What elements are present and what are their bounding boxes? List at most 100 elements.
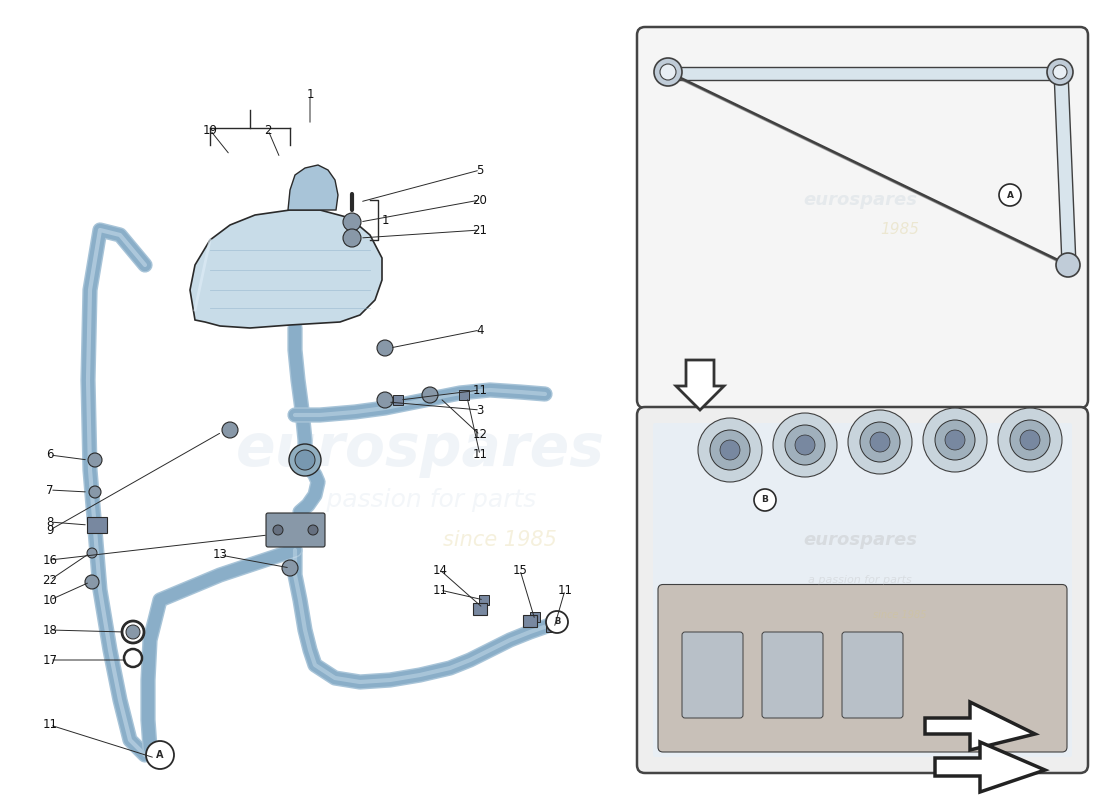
Circle shape: [654, 58, 682, 86]
Text: 12: 12: [473, 429, 487, 442]
Circle shape: [785, 425, 825, 465]
Circle shape: [660, 64, 676, 80]
Circle shape: [998, 408, 1062, 472]
Bar: [473, 603, 487, 615]
Circle shape: [710, 430, 750, 470]
Text: 9: 9: [46, 523, 54, 537]
Text: 1: 1: [306, 89, 313, 102]
Circle shape: [870, 432, 890, 452]
Circle shape: [126, 625, 140, 639]
Polygon shape: [935, 742, 1045, 792]
FancyBboxPatch shape: [266, 513, 324, 547]
Circle shape: [377, 340, 393, 356]
Bar: [393, 395, 403, 405]
Circle shape: [1056, 253, 1080, 277]
Bar: [459, 390, 469, 400]
Text: 18: 18: [43, 623, 57, 637]
Text: B: B: [553, 618, 560, 626]
Circle shape: [87, 548, 97, 558]
Circle shape: [308, 525, 318, 535]
Circle shape: [546, 611, 568, 633]
Text: 13: 13: [212, 549, 228, 562]
Bar: [152, 753, 162, 763]
Circle shape: [89, 486, 101, 498]
Bar: [522, 615, 537, 627]
Text: 11: 11: [473, 449, 487, 462]
Circle shape: [85, 575, 99, 589]
Bar: [478, 595, 490, 605]
Bar: [645, 35, 1080, 400]
Text: 2: 2: [264, 123, 272, 137]
Text: 22: 22: [43, 574, 57, 586]
Text: 4: 4: [476, 323, 484, 337]
Circle shape: [377, 392, 393, 408]
Text: 19: 19: [202, 123, 218, 137]
Bar: [87, 517, 107, 533]
Text: 6: 6: [46, 449, 54, 462]
Text: 20: 20: [473, 194, 487, 206]
Text: eurospares: eurospares: [803, 191, 917, 209]
Circle shape: [273, 525, 283, 535]
Circle shape: [1047, 59, 1072, 85]
Circle shape: [422, 387, 438, 403]
Text: since 1985: since 1985: [443, 530, 557, 550]
Polygon shape: [925, 702, 1035, 750]
Bar: [530, 612, 540, 622]
Text: 21: 21: [473, 223, 487, 237]
Circle shape: [935, 420, 975, 460]
Text: 11: 11: [558, 583, 572, 597]
Bar: [546, 622, 556, 632]
FancyBboxPatch shape: [653, 423, 1072, 757]
FancyBboxPatch shape: [637, 407, 1088, 773]
FancyBboxPatch shape: [762, 632, 823, 718]
Circle shape: [343, 229, 361, 247]
Polygon shape: [1054, 72, 1076, 265]
Text: 11: 11: [473, 383, 487, 397]
Circle shape: [289, 444, 321, 476]
Text: 14: 14: [432, 563, 448, 577]
Text: a passion for parts: a passion for parts: [304, 488, 537, 512]
Circle shape: [88, 453, 102, 467]
Polygon shape: [190, 210, 382, 328]
Circle shape: [1020, 430, 1040, 450]
Text: 10: 10: [43, 594, 57, 606]
Text: 5: 5: [476, 163, 484, 177]
Text: B: B: [761, 495, 769, 505]
Circle shape: [222, 422, 238, 438]
Circle shape: [795, 435, 815, 455]
Text: 3: 3: [476, 403, 484, 417]
Circle shape: [848, 410, 912, 474]
Text: 17: 17: [43, 654, 57, 666]
Text: 1985: 1985: [880, 222, 920, 238]
Polygon shape: [288, 165, 338, 210]
Circle shape: [698, 418, 762, 482]
Text: eurospares: eurospares: [235, 422, 605, 478]
Circle shape: [343, 213, 361, 231]
Text: a passion for parts: a passion for parts: [808, 575, 912, 585]
Circle shape: [720, 440, 740, 460]
Text: eurospares: eurospares: [803, 531, 917, 549]
Text: 11: 11: [43, 718, 57, 731]
Polygon shape: [668, 67, 1060, 80]
Text: 8: 8: [46, 515, 54, 529]
Text: A: A: [1006, 190, 1013, 199]
Circle shape: [146, 741, 174, 769]
Circle shape: [295, 450, 315, 470]
Text: A: A: [156, 750, 164, 760]
Text: 15: 15: [513, 563, 527, 577]
FancyBboxPatch shape: [637, 27, 1088, 408]
FancyBboxPatch shape: [682, 632, 742, 718]
Circle shape: [860, 422, 900, 462]
Circle shape: [1010, 420, 1050, 460]
FancyBboxPatch shape: [658, 585, 1067, 752]
Circle shape: [1053, 65, 1067, 79]
Circle shape: [923, 408, 987, 472]
Text: 1: 1: [382, 214, 389, 226]
Text: since 1985: since 1985: [873, 610, 926, 620]
Polygon shape: [676, 360, 724, 410]
Text: 7: 7: [46, 483, 54, 497]
Text: 11: 11: [432, 583, 448, 597]
Circle shape: [754, 489, 776, 511]
Circle shape: [773, 413, 837, 477]
Circle shape: [945, 430, 965, 450]
